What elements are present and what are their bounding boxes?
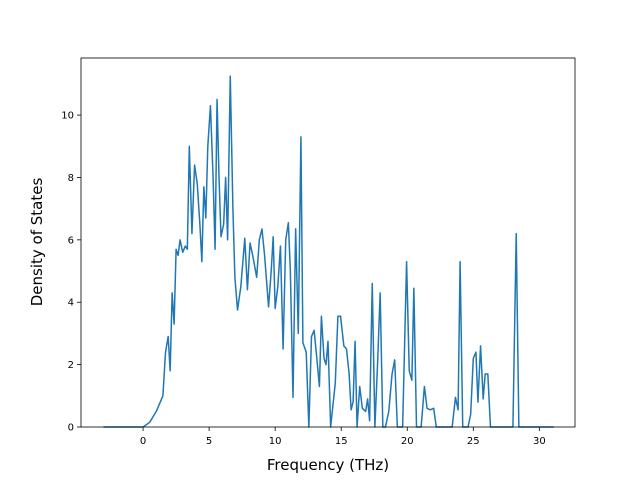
x-tick-label: 0 xyxy=(140,436,146,447)
x-tick-label: 20 xyxy=(401,436,414,447)
x-tick-label: 15 xyxy=(335,436,348,447)
line xyxy=(103,75,554,428)
x-tick-label: 5 xyxy=(206,436,212,447)
x-axis-label: Frequency (THz) xyxy=(267,456,389,474)
y-tick-label: 4 xyxy=(68,298,74,309)
plot-frame xyxy=(80,57,576,428)
y-tick-label: 6 xyxy=(68,235,74,246)
y-tick-label: 0 xyxy=(68,423,74,434)
y-axis-label: Density of States xyxy=(28,178,46,307)
y-tick-label: 8 xyxy=(68,173,74,184)
x-tick-label: 30 xyxy=(533,436,546,447)
y-tick-label: 2 xyxy=(68,360,74,371)
y-tick-label: 10 xyxy=(61,111,74,122)
x-tick-label: 25 xyxy=(467,436,480,447)
x-tick-label: 10 xyxy=(269,436,282,447)
